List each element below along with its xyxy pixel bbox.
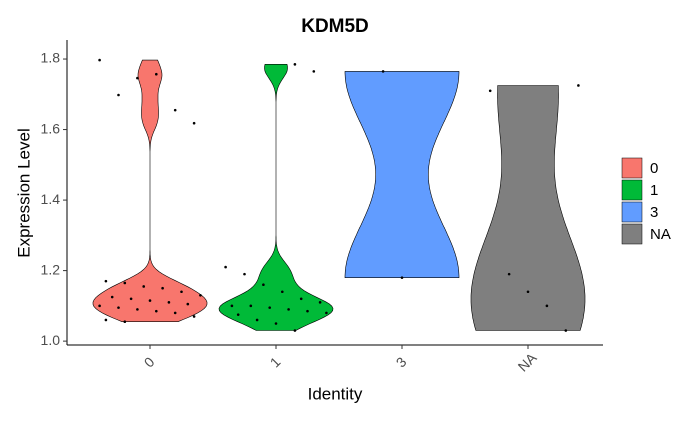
violin [470, 85, 586, 331]
point [224, 265, 227, 269]
x-tick-label: 0 [141, 354, 158, 371]
point [199, 293, 202, 297]
legend-swatch [621, 201, 643, 223]
point [236, 313, 240, 316]
point [255, 318, 259, 322]
point [281, 290, 284, 294]
chart-title: KDM5D [301, 16, 369, 37]
x-axis-label: Identity [308, 384, 363, 403]
y-tick-label: 1.4 [41, 191, 61, 207]
point [293, 329, 297, 332]
point [312, 70, 316, 73]
point [186, 302, 190, 306]
legend-label: 3 [650, 204, 658, 221]
point [123, 281, 127, 285]
point [117, 306, 120, 309]
legend-label: NA [650, 226, 671, 243]
x-tick-label: NA [515, 349, 541, 375]
y-tick-label: 1.0 [41, 332, 61, 348]
point [287, 308, 290, 311]
point [325, 311, 328, 315]
point [142, 285, 145, 288]
point [192, 121, 196, 125]
point [400, 276, 404, 279]
y-axis-label: Expression Level [14, 128, 33, 257]
y-tick-label: 1.6 [41, 120, 61, 136]
point [104, 279, 108, 283]
legend-swatch [621, 157, 643, 179]
point [577, 84, 580, 87]
point [192, 315, 196, 318]
point [148, 299, 152, 302]
legend-label: 0 [650, 160, 658, 177]
point [243, 272, 246, 276]
point [564, 329, 568, 332]
point [230, 304, 234, 308]
point [306, 309, 309, 313]
point [123, 320, 127, 324]
point [117, 93, 120, 97]
legend-swatch [621, 223, 643, 245]
point [249, 304, 253, 308]
y-tick-label: 1.2 [41, 261, 61, 277]
x-tick-label: 3 [393, 354, 410, 371]
point [104, 318, 108, 322]
point [110, 295, 114, 299]
violin [344, 71, 460, 278]
point [136, 308, 139, 311]
point [262, 283, 265, 287]
point [318, 301, 322, 304]
point [299, 297, 303, 301]
point [167, 301, 171, 304]
point [98, 304, 101, 308]
point [488, 89, 492, 93]
x-tick-label: 1 [267, 354, 284, 371]
point [526, 290, 530, 294]
point [98, 58, 101, 62]
point [155, 72, 158, 76]
point [173, 311, 177, 315]
legend-label: 1 [650, 182, 658, 199]
point [129, 297, 133, 301]
point [545, 304, 549, 308]
point [274, 322, 278, 325]
violin [218, 64, 334, 331]
point [173, 108, 177, 112]
point [161, 286, 164, 290]
point [268, 306, 272, 309]
point [293, 63, 297, 66]
point [136, 76, 139, 80]
point [381, 70, 385, 73]
violin [92, 59, 208, 322]
point [180, 290, 183, 294]
point [507, 272, 511, 276]
legend-swatch [621, 179, 643, 201]
point [155, 309, 158, 313]
y-tick-label: 1.8 [41, 50, 61, 66]
